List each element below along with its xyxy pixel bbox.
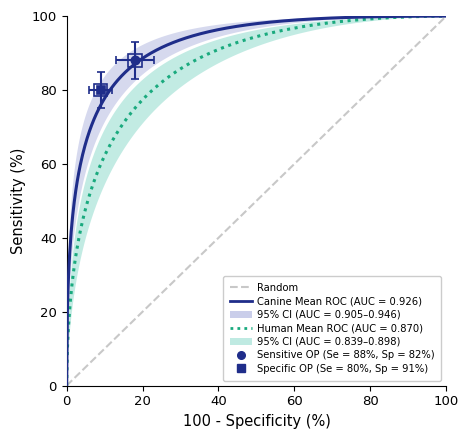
Legend: Random, Canine Mean ROC (AUC = 0.926), 95% CI (AUC = 0.905–0.946), Human Mean RO: Random, Canine Mean ROC (AUC = 0.926), 9…: [223, 275, 441, 381]
X-axis label: 100 - Specificity (%): 100 - Specificity (%): [182, 414, 330, 429]
Y-axis label: Sensitivity (%): Sensitivity (%): [11, 148, 26, 254]
